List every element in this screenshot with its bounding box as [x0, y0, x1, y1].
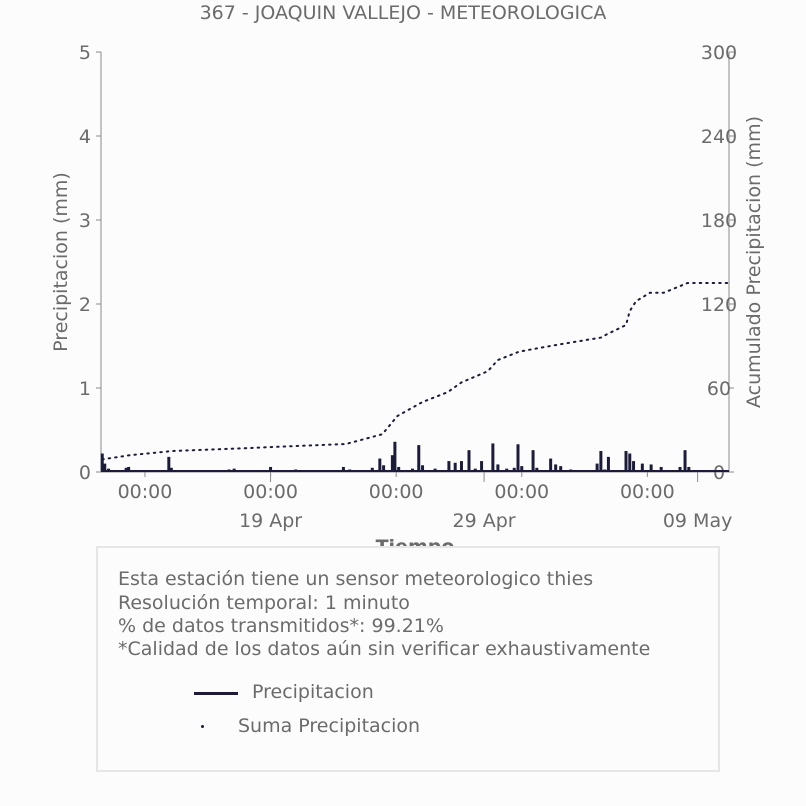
left-tick-label: 1: [79, 378, 91, 400]
series-suma-precipitacion: [101, 282, 730, 461]
right-tick-label: 300: [701, 42, 737, 64]
legend-sum-label: Suma Precipitacion: [238, 715, 421, 737]
right-tick-label: 0: [713, 462, 725, 484]
x-date-tick-label: 29 Apr: [453, 510, 516, 532]
right-tick-label: 120: [701, 294, 737, 316]
x-time-tick-label: 00:00: [243, 481, 298, 503]
left-tick-label: 5: [79, 42, 91, 64]
series-precipitacion: [100, 441, 729, 472]
x-time-tick-label: 00:00: [620, 481, 675, 503]
chart-axes: [100, 52, 730, 473]
legend-sum-dot-icon: [201, 725, 204, 728]
cumulative-dotted-line: [101, 282, 730, 461]
info-transmitted: % de datos transmitidos*: 99.21%: [118, 615, 444, 637]
x-date-tick-label: 19 Apr: [239, 510, 302, 532]
info-box: Esta estación tiene un sensor meteorolog…: [96, 546, 720, 772]
y-axis-label-left: Precipitacion (mm): [50, 172, 72, 352]
right-tick-label: 240: [701, 126, 737, 148]
legend-precip-line-icon: [194, 692, 238, 695]
y-axis-label-right: Acumulado Precipitacion (mm): [743, 116, 765, 408]
x-time-tick-label: 00:00: [118, 481, 173, 503]
left-tick-label: 3: [79, 210, 91, 232]
right-y-ticks: 0 60 120 180 240 300: [701, 42, 737, 484]
left-tick-label: 0: [79, 462, 91, 484]
legend-precip-label: Precipitacion: [252, 681, 374, 703]
left-y-ticks: 0 1 2 3 4 5: [79, 42, 101, 484]
left-tick-label: 4: [79, 126, 91, 148]
x-time-tick-label: 00:00: [494, 481, 549, 503]
info-sensor: Esta estación tiene un sensor meteorolog…: [118, 568, 594, 590]
right-tick-label: 180: [701, 210, 737, 232]
x-ticks: 00:00 00:00 00:00 00:00 00:00 19 Apr 29 Apr 09 …: [118, 472, 733, 532]
left-tick-label: 2: [79, 294, 91, 316]
info-resolution: Resolución temporal: 1 minuto: [118, 592, 410, 614]
info-quality-note: *Calidad de los datos aún sin verificar …: [118, 638, 651, 660]
chart-title: 367 - JOAQUIN VALLEJO - METEOROLOGICA: [199, 2, 607, 24]
x-date-tick-label: 09 May: [663, 510, 733, 532]
x-time-tick-label: 00:00: [369, 481, 424, 503]
right-tick-label: 60: [707, 378, 731, 400]
